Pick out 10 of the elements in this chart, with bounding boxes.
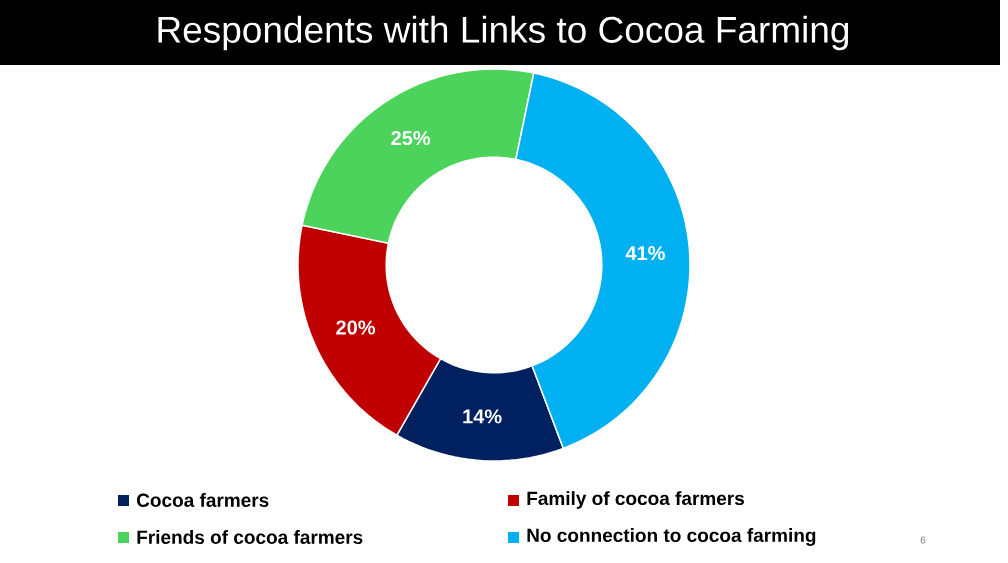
text: 6 xyxy=(920,536,926,544)
chart-title: Respondents with Links to Cocoa Farming xyxy=(158,15,849,51)
legend-label: Family of cocoa farmers xyxy=(527,491,744,509)
legend-label: Friends of cocoa farmers xyxy=(137,530,363,544)
data-label: 14% xyxy=(463,409,502,424)
data-label: 41% xyxy=(625,246,665,261)
legend-label: No connection to cocoa farming xyxy=(527,528,816,546)
data-label: 25% xyxy=(391,130,431,146)
data-label: 20% xyxy=(336,320,376,335)
legend-label: Cocoa farmers xyxy=(136,493,269,507)
